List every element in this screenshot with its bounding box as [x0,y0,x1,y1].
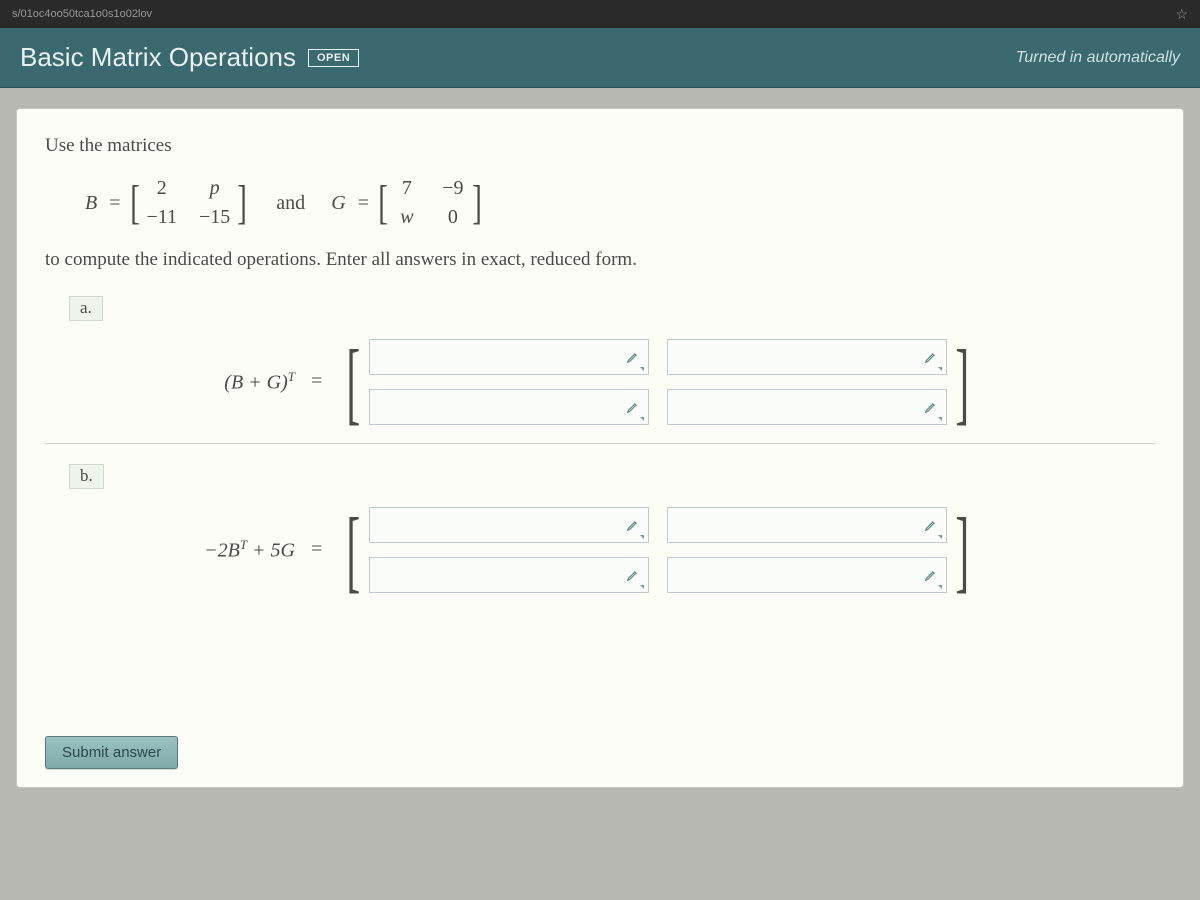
matrix-B-cell: p [199,177,230,200]
assignment-title: Basic Matrix Operations [20,42,296,73]
matrix-G: [ 7 −9 w 0 ] [375,175,485,231]
dropdown-caret-icon [640,367,644,371]
answer-matrix-a: [ ] [338,339,977,425]
bookmark-star-icon[interactable]: ☆ [1175,0,1188,28]
dropdown-caret-icon [640,535,644,539]
pencil-icon [624,566,642,584]
problem-card: Use the matrices B = [ 2 p −11 −15 ] and… [16,108,1184,788]
answer-cell-a-21[interactable] [369,389,649,425]
url-fragment: s/01oc4oo50tca1o0s1o02lov [12,0,152,28]
and-word: and [276,192,305,215]
answer-cell-a-12[interactable] [667,339,947,375]
pencil-icon [624,348,642,366]
answer-matrix-b: [ ] [338,507,977,593]
divider [45,443,1155,444]
matrix-B-cell: −15 [199,206,230,229]
browser-chrome: s/01oc4oo50tca1o0s1o02lov ☆ [0,0,1200,28]
matrix-G-cell: −9 [441,177,465,200]
dropdown-caret-icon [938,417,942,421]
intro-text: Use the matrices [45,131,1155,161]
equals-sign: = [311,538,322,561]
open-badge[interactable]: OPEN [308,49,359,67]
given-matrices: B = [ 2 p −11 −15 ] and G = [ 7 −9 [85,175,1155,231]
matrix-B-label: B [85,192,97,215]
right-bracket-icon: ] [472,183,482,223]
part-a-label: a. [69,296,103,321]
dropdown-caret-icon [640,585,644,589]
matrix-B-cell: 2 [146,177,177,200]
matrix-G-cell: w [395,206,419,229]
answer-cell-b-21[interactable] [369,557,649,593]
part-b-expression: −2BT + 5G [165,537,295,563]
pencil-icon [922,398,940,416]
turned-in-status: Turned in automatically [1016,49,1180,67]
equals-sign: = [109,192,120,215]
pencil-icon [922,566,940,584]
part-a-expression: (B + G)T [165,369,295,395]
right-bracket-icon: ] [955,514,969,586]
dropdown-caret-icon [938,367,942,371]
right-bracket-icon: ] [955,346,969,418]
left-bracket-icon: [ [347,514,361,586]
answer-cell-b-11[interactable] [369,507,649,543]
submit-answer-button[interactable]: Submit answer [45,736,178,769]
matrix-B: [ 2 p −11 −15 ] [127,175,251,231]
left-bracket-icon: [ [378,183,388,223]
matrix-G-cell: 7 [395,177,419,200]
matrix-G-cell: 0 [441,206,465,229]
matrix-G-label: G [331,192,345,215]
right-bracket-icon: ] [238,183,248,223]
pencil-icon [624,516,642,534]
dropdown-caret-icon [938,535,942,539]
answer-cell-b-22[interactable] [667,557,947,593]
matrix-B-cell: −11 [146,206,177,229]
answer-cell-a-22[interactable] [667,389,947,425]
pencil-icon [922,348,940,366]
left-bracket-icon: [ [130,183,140,223]
equals-sign: = [311,370,322,393]
pencil-icon [922,516,940,534]
part-b-label: b. [69,464,104,489]
dropdown-caret-icon [938,585,942,589]
answer-cell-b-12[interactable] [667,507,947,543]
instruction-text: to compute the indicated operations. Ent… [45,245,1155,275]
assignment-header: Basic Matrix Operations OPEN Turned in a… [0,28,1200,88]
dropdown-caret-icon [640,417,644,421]
pencil-icon [624,398,642,416]
part-a-answer-row: (B + G)T = [ ] [165,339,1155,425]
answer-cell-a-11[interactable] [369,339,649,375]
part-b-answer-row: −2BT + 5G = [ ] [165,507,1155,593]
equals-sign: = [358,192,369,215]
left-bracket-icon: [ [347,346,361,418]
